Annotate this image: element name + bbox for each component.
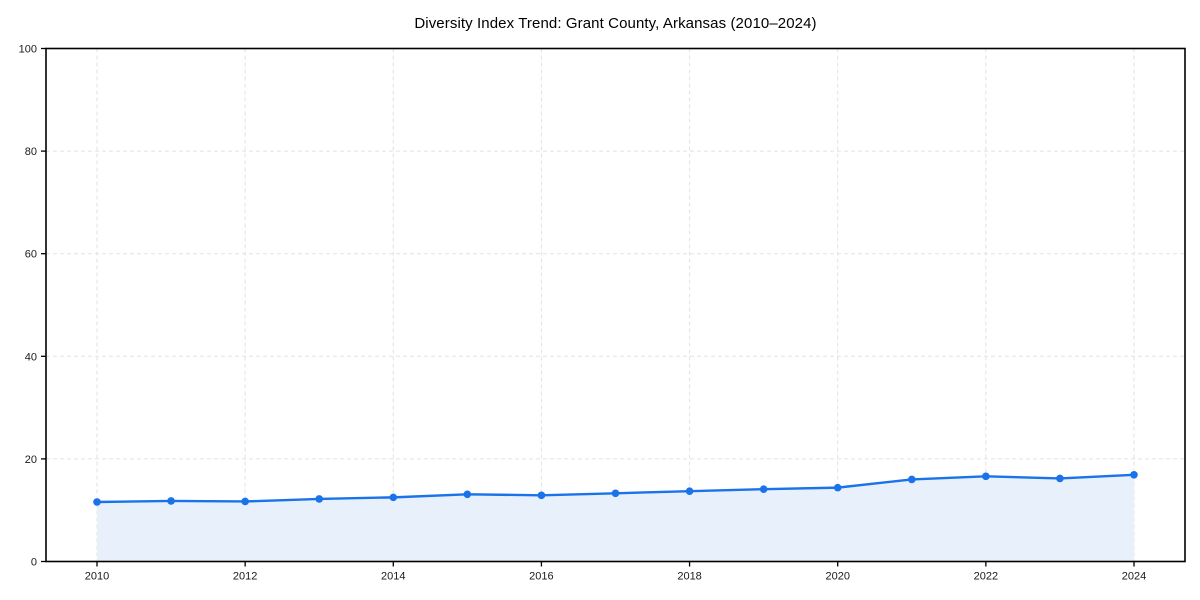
data-point-marker — [982, 472, 990, 481]
x-tick-label: 2018 — [677, 571, 701, 583]
x-tick-label: 2012 — [233, 571, 257, 583]
x-tick-label: 2016 — [529, 571, 553, 583]
data-point-marker — [93, 498, 101, 506]
data-point-marker — [1130, 471, 1138, 479]
data-point-marker — [241, 497, 249, 506]
x-tick-label: 2014 — [381, 571, 405, 583]
plot-border — [45, 47, 1186, 563]
data-point-marker — [167, 497, 175, 505]
y-tick-label: 20 — [25, 454, 37, 466]
data-point-marker — [389, 493, 398, 502]
data-point-marker — [463, 490, 472, 499]
y-tick-label: 40 — [25, 351, 37, 363]
data-point-marker — [685, 487, 694, 496]
data-point-marker — [759, 485, 768, 493]
data-point-marker — [833, 483, 842, 492]
data-point-marker — [907, 475, 916, 484]
x-tick-label: 2022 — [974, 571, 998, 583]
y-tick-label: 100 — [19, 44, 37, 56]
data-point-marker — [1056, 474, 1064, 483]
y-tick-label: 60 — [25, 249, 37, 261]
data-point-marker — [611, 489, 620, 498]
data-point-marker — [537, 491, 546, 500]
y-tick-label: 0 — [31, 557, 37, 569]
area-fill — [97, 474, 1134, 562]
x-tick-label: 2010 — [85, 571, 109, 583]
x-tick-label: 2024 — [1122, 571, 1146, 583]
data-point-marker — [315, 495, 324, 503]
chart-title: Diversity Index Trend: Grant County, Ark… — [414, 15, 817, 32]
y-tick-label: 80 — [25, 146, 37, 158]
x-tick-label: 2020 — [825, 571, 849, 583]
